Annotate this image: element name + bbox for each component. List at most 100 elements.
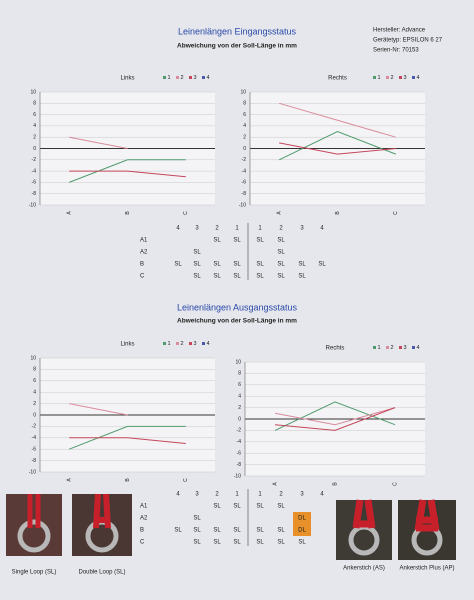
y-tick-label: 4 xyxy=(33,123,36,129)
y-tick-label: -10 xyxy=(234,473,241,479)
legend-label: 2 xyxy=(391,75,394,81)
section-subtitle: Abweichung von der Soll-Länge in mm xyxy=(177,43,297,50)
column-header: 1 xyxy=(235,226,239,232)
cell: SL xyxy=(277,504,285,510)
cell: SL xyxy=(298,262,306,268)
highlight-cell xyxy=(293,524,311,536)
y-tick-label: 6 xyxy=(33,378,36,384)
series-line xyxy=(68,425,186,450)
y-tick-label: -6 xyxy=(242,180,247,186)
column-header: 4 xyxy=(320,492,324,498)
x-tick-label: A xyxy=(66,211,72,215)
legend-label: 2 xyxy=(181,341,184,347)
y-tick-label: 2 xyxy=(33,135,36,141)
series-line xyxy=(274,407,396,431)
cell: SL xyxy=(193,540,201,546)
cell: SL xyxy=(213,504,221,510)
legend-swatch xyxy=(386,346,389,349)
photo-caption: Ankerstich Plus (AP) xyxy=(399,566,454,572)
cell: SL xyxy=(233,238,241,244)
column-header: 2 xyxy=(279,226,283,232)
cell: SL xyxy=(277,528,285,534)
row-label: A2 xyxy=(140,250,148,256)
serial: Serien-Nr: 70153 xyxy=(373,48,419,54)
legend-label: 3 xyxy=(194,341,197,347)
legend-swatch xyxy=(399,346,402,349)
x-tick-label: B xyxy=(332,482,338,486)
y-tick-label: -10 xyxy=(29,469,36,475)
y-tick-label: -4 xyxy=(242,168,247,174)
photo-ankerstich-plus xyxy=(398,499,456,560)
cell: SL xyxy=(233,528,241,534)
y-tick-label: 8 xyxy=(238,371,241,377)
y-tick-label: -6 xyxy=(237,451,242,457)
y-tick-label: -4 xyxy=(237,439,242,445)
column-header: 3 xyxy=(195,492,199,498)
x-tick-label: B xyxy=(125,478,131,482)
column-header: 3 xyxy=(300,492,304,498)
y-tick-label: 0 xyxy=(238,416,241,422)
cell: SL xyxy=(256,274,264,280)
column-header: 2 xyxy=(215,226,219,232)
y-tick-label: 6 xyxy=(33,112,36,118)
column-header: 1 xyxy=(235,492,239,498)
legend-label: 1 xyxy=(378,345,381,351)
legend-swatch xyxy=(189,76,192,79)
y-tick-label: 2 xyxy=(238,405,241,411)
legend-label: 1 xyxy=(168,75,171,81)
x-tick-label: A xyxy=(272,482,278,486)
y-tick-label: -8 xyxy=(32,458,37,464)
cell: SL xyxy=(298,540,306,546)
photo-single-loop xyxy=(6,494,62,556)
column-header: 2 xyxy=(279,492,283,498)
y-tick-label: 2 xyxy=(33,401,36,407)
chart-title: Links xyxy=(120,342,134,348)
cell: SL xyxy=(277,274,285,280)
cell: SL xyxy=(213,528,221,534)
x-tick-label: C xyxy=(183,211,189,215)
highlight-cell xyxy=(293,512,311,524)
section-subtitle: Abweichung von der Soll-Länge in mm xyxy=(177,318,297,325)
y-tick-label: 8 xyxy=(33,101,36,107)
y-tick-label: -2 xyxy=(32,424,37,430)
cell: SL xyxy=(233,504,241,510)
y-tick-label: -6 xyxy=(32,447,37,453)
chart-title: Rechts xyxy=(328,76,347,82)
column-header: 4 xyxy=(320,226,324,232)
column-header: 4 xyxy=(176,226,180,232)
cell: SL xyxy=(256,238,264,244)
x-tick-label: A xyxy=(66,478,72,482)
row-label: B xyxy=(140,262,144,268)
legend-label: 3 xyxy=(194,75,197,81)
column-header: 1 xyxy=(258,492,262,498)
legend-label: 2 xyxy=(181,75,184,81)
series-line xyxy=(69,136,128,149)
legend-swatch xyxy=(163,342,166,345)
series-line xyxy=(69,437,186,444)
chart-title: Links xyxy=(120,76,134,82)
y-tick-label: -10 xyxy=(239,202,246,208)
cell: SL xyxy=(256,528,264,534)
section-title: Leinenlängen Ausgangsstatus xyxy=(177,302,298,312)
y-tick-label: 0 xyxy=(33,412,36,418)
cell: SL xyxy=(193,528,201,534)
y-tick-label: 8 xyxy=(243,101,246,107)
cell: SL xyxy=(277,540,285,546)
legend-swatch xyxy=(176,76,179,79)
y-tick-label: 4 xyxy=(243,123,246,129)
legend-label: 4 xyxy=(417,345,420,351)
legend-swatch xyxy=(412,346,415,349)
photo-caption: Double Loop (SL) xyxy=(78,570,125,576)
legend-swatch xyxy=(412,76,415,79)
y-tick-label: 0 xyxy=(243,146,246,152)
y-tick-label: 2 xyxy=(243,135,246,141)
y-tick-label: 6 xyxy=(243,112,246,118)
row-label: A1 xyxy=(140,504,148,510)
series-line xyxy=(68,159,186,183)
row-label: A1 xyxy=(140,238,148,244)
chart-title: Rechts xyxy=(326,346,345,352)
y-tick-label: 0 xyxy=(33,146,36,152)
series-line xyxy=(69,403,128,416)
